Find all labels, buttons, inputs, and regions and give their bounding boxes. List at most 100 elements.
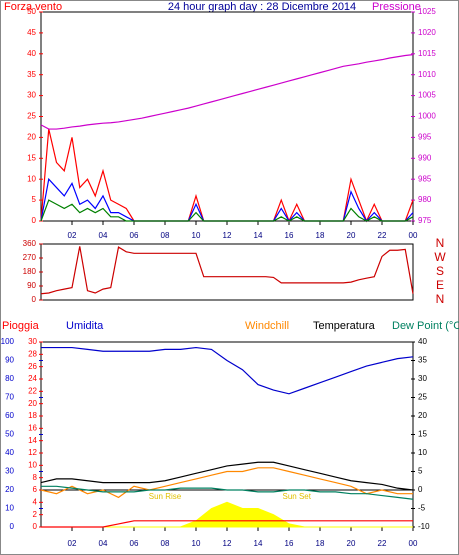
y2-tick-label: N [436, 292, 445, 306]
x-tick-label: 08 [161, 231, 170, 240]
y-tick-label: 30 [5, 467, 14, 476]
y3-tick-label: 6 [33, 485, 38, 494]
y2-tick-label: 25 [418, 393, 427, 402]
x-tick-label: 20 [347, 539, 356, 548]
y3-tick-label: 8 [33, 473, 38, 482]
y3-tick-label: 10 [28, 460, 37, 469]
x-tick-label: 16 [285, 231, 294, 240]
x-tick-label: 14 [254, 231, 263, 240]
y-tick-label: 10 [5, 504, 14, 513]
y2-tick-label: 30 [418, 374, 427, 383]
x-tick-label: 02 [68, 539, 77, 548]
y3-tick-label: 22 [28, 386, 37, 395]
y2-tick-label: 1005 [418, 91, 436, 100]
y2-tick-label: 20 [418, 411, 427, 420]
x-tick-label: 06 [130, 539, 139, 548]
y-tick-label: 360 [23, 239, 37, 248]
y3-tick-label: 4 [33, 497, 38, 506]
legend-wind: Forza vento [4, 1, 62, 13]
y-tick-label: 5 [32, 195, 37, 204]
series-line [40, 461, 414, 491]
y-tick-label: 40 [5, 448, 14, 457]
y2-tick-label: 990 [418, 153, 432, 162]
y2-tick-label: 15 [418, 430, 427, 439]
y-tick-label: 50 [27, 7, 36, 16]
y2-tick-label: 5 [418, 467, 423, 476]
x-tick-label: 04 [99, 231, 108, 240]
annotation: Sun Rise [149, 492, 182, 501]
series-line [41, 485, 414, 500]
y2-tick-label: -10 [418, 522, 430, 531]
y-tick-label: 90 [27, 281, 36, 290]
y2-tick-label: 1000 [418, 112, 436, 121]
y3-tick-label: 18 [28, 411, 37, 420]
y-tick-label: 60 [5, 411, 14, 420]
y-tick-label: 15 [27, 153, 36, 162]
y-tick-label: 0 [10, 522, 15, 531]
legend-windchill: Windchill [245, 320, 289, 332]
y3-tick-label: 2 [33, 510, 38, 519]
x-tick-label: 00 [409, 231, 418, 240]
y3-tick-label: 24 [28, 374, 37, 383]
y-tick-label: 180 [23, 267, 37, 276]
x-tick-label: 12 [223, 231, 232, 240]
y-tick-label: 20 [5, 485, 14, 494]
y2-tick-label: S [436, 264, 444, 278]
y2-tick-label: 0 [418, 485, 423, 494]
y2-tick-label: 1025 [418, 7, 436, 16]
legend-pressure: Pressione [372, 1, 421, 13]
y-tick-label: 100 [1, 337, 15, 346]
x-tick-label: 12 [223, 539, 232, 548]
y2-tick-label: 40 [418, 337, 427, 346]
x-tick-label: 00 [409, 539, 418, 548]
y-tick-label: 35 [27, 70, 36, 79]
y3-tick-label: 26 [28, 362, 37, 371]
x-tick-label: 18 [316, 539, 325, 548]
series-line [41, 520, 413, 528]
chart-title: 24 hour graph day : 28 Dicembre 2014 [168, 1, 356, 13]
x-tick-label: 04 [99, 539, 108, 548]
y-tick-label: 30 [27, 91, 36, 100]
x-tick-label: 08 [161, 539, 170, 548]
y-tick-label: 40 [27, 49, 36, 58]
series-line [40, 54, 414, 130]
y2-tick-label: 995 [418, 133, 432, 142]
x-tick-label: 06 [130, 231, 139, 240]
y-tick-label: 80 [5, 374, 14, 383]
y2-tick-label: -5 [418, 504, 426, 513]
y2-tick-label: 980 [418, 195, 432, 204]
x-tick-label: 10 [192, 231, 201, 240]
y2-tick-label: 10 [418, 448, 427, 457]
y3-tick-label: 20 [28, 399, 37, 408]
y3-tick-label: 30 [28, 337, 37, 346]
series-line [41, 346, 414, 395]
plot-frame [40, 243, 414, 301]
y-tick-label: 70 [5, 393, 14, 402]
y2-tick-label: 975 [418, 216, 432, 225]
y2-tick-label: E [436, 278, 444, 292]
x-tick-label: 18 [316, 231, 325, 240]
annotation: Sun Set [283, 492, 312, 501]
series-line [40, 246, 414, 295]
y3-tick-label: 14 [28, 436, 37, 445]
series-line [40, 199, 414, 222]
y-tick-label: 0 [32, 295, 37, 304]
y-tick-label: 10 [27, 174, 36, 183]
x-tick-label: 22 [378, 539, 387, 548]
x-tick-label: 22 [378, 231, 387, 240]
x-tick-label: 20 [347, 231, 356, 240]
y3-tick-label: 0 [33, 522, 38, 531]
x-tick-label: 16 [285, 539, 294, 548]
y2-tick-label: 35 [418, 356, 427, 365]
y3-tick-label: 28 [28, 349, 37, 358]
y2-tick-label: 1010 [418, 70, 436, 79]
y2-tick-label: N [436, 236, 445, 250]
y3-tick-label: 16 [28, 423, 37, 432]
y-tick-label: 45 [27, 28, 36, 37]
legend-temperature: Temperatura [313, 320, 376, 332]
y3-tick-label: 12 [28, 448, 37, 457]
legend-dewpoint: Dew Point (°C [392, 320, 459, 332]
legend-rain: Pioggia [2, 320, 40, 332]
y2-tick-label: 1015 [418, 49, 436, 58]
